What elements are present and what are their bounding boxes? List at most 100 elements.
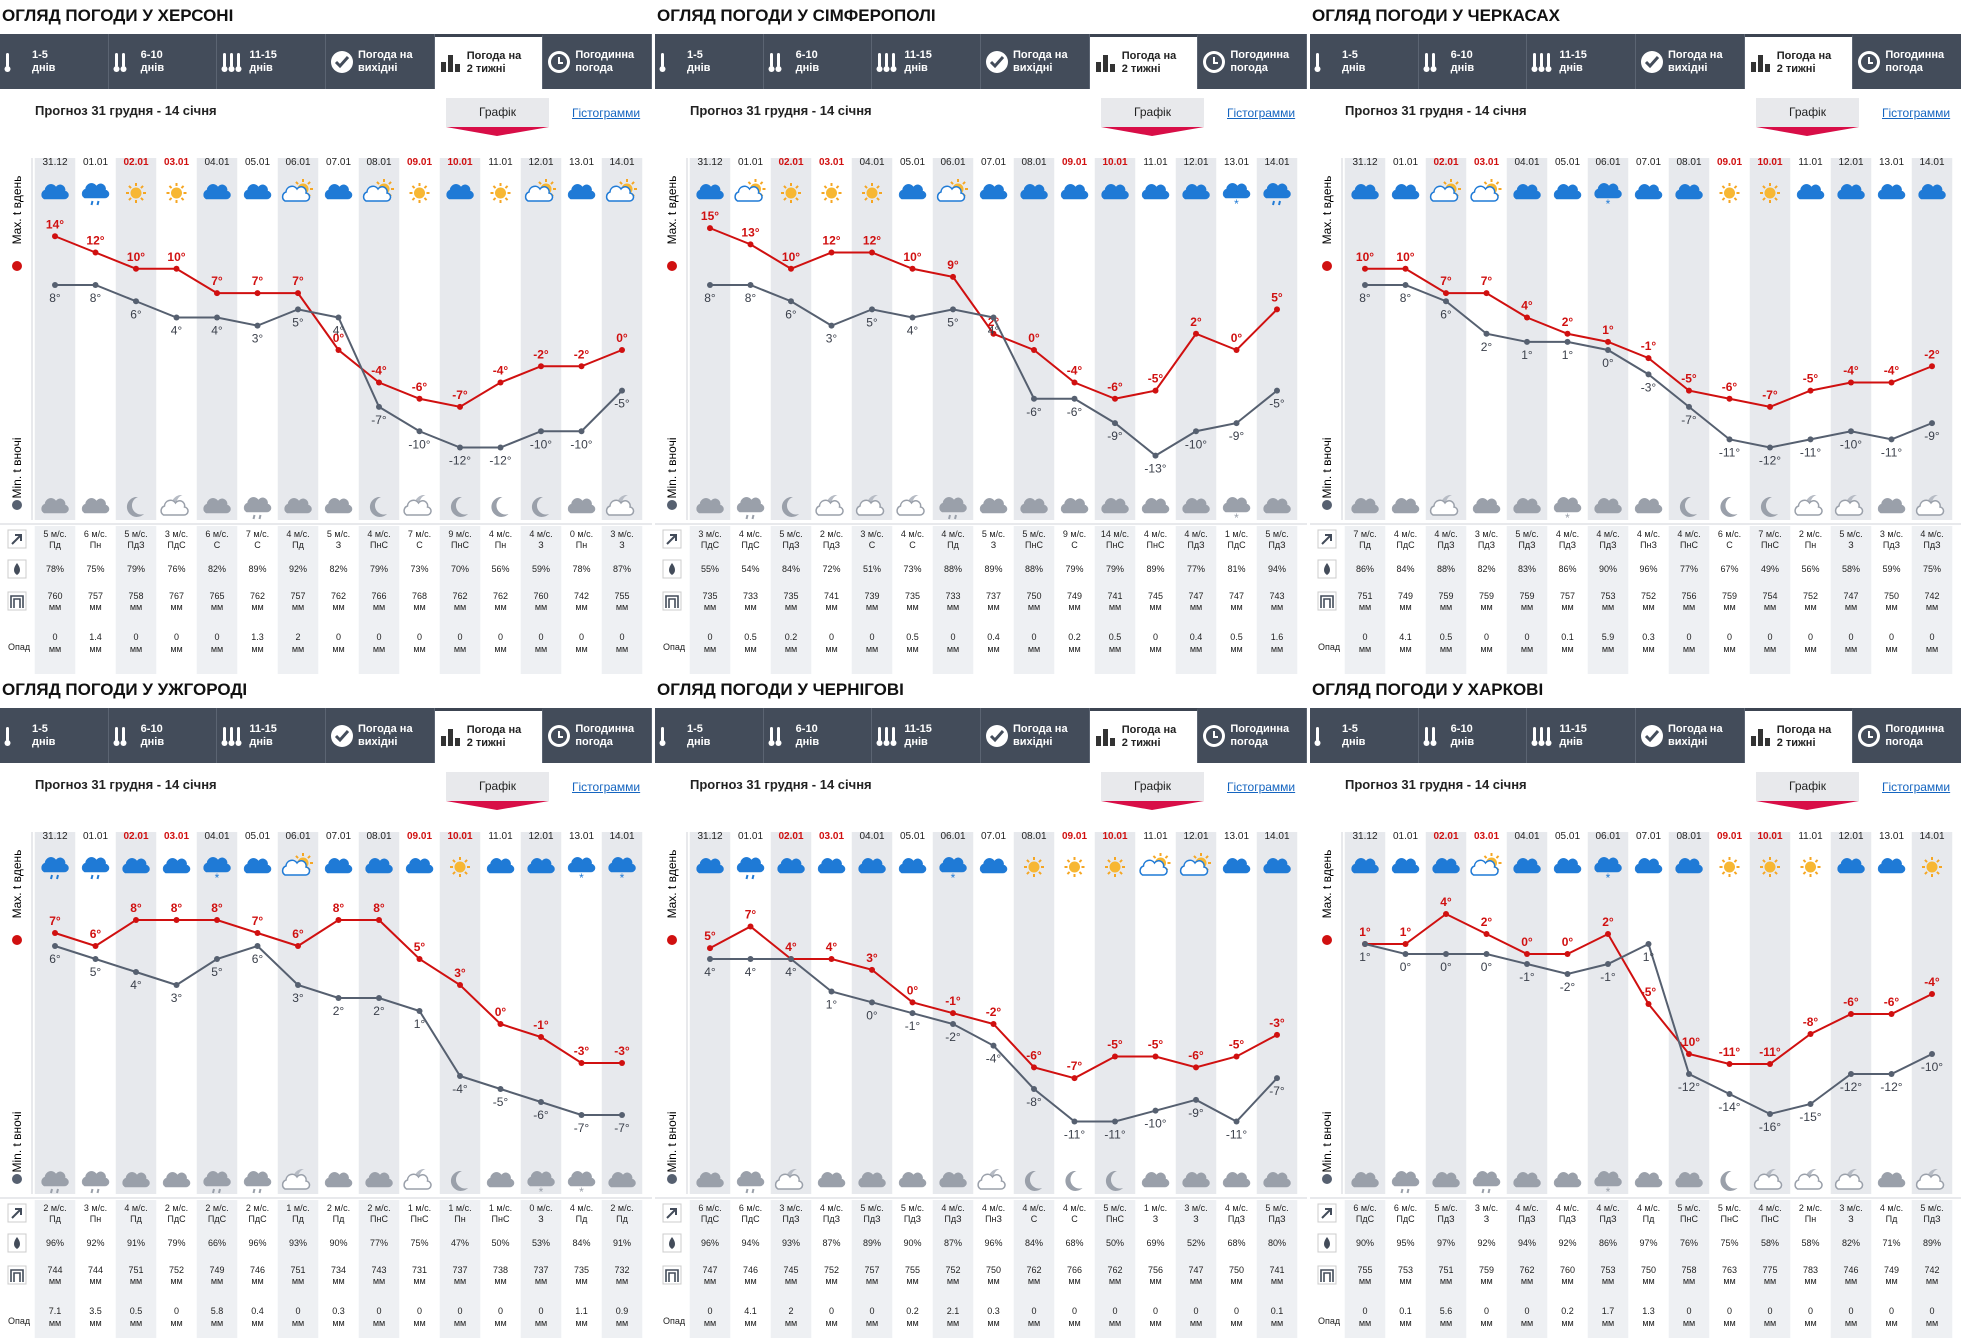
view-graph-button[interactable]: Графік [1756,98,1859,136]
tab-forecast[interactable]: 11-15 днів [1527,34,1637,89]
view-graph-button[interactable]: Графік [1101,772,1204,810]
tab-label: 1-5 днів [32,723,55,749]
sun-icon [1719,183,1740,203]
view-histogram-link[interactable]: Гістограмми [1882,106,1951,120]
tab-forecast[interactable]: 11-15 днів [872,708,982,763]
cloud-icon [1513,184,1541,200]
wind-speed: 6 м/с. [205,529,228,539]
tab-forecast[interactable]: 11-15 днів [1527,708,1637,763]
cloud-icon [324,858,353,874]
tab-forecast[interactable]: Погода на 2 тижні [434,708,544,763]
tab-forecast[interactable]: 1-5 днів [1310,34,1419,89]
wind-direction: ПнС [370,540,388,550]
tab-forecast[interactable]: 6-10 днів [108,34,218,89]
tab-forecast[interactable]: 6-10 днів [1418,34,1528,89]
tab-forecast[interactable]: 6-10 днів [1418,708,1528,763]
tab-forecast[interactable]: Погода на вихідні [981,34,1090,89]
wind-icon [1317,529,1337,549]
tab-forecast[interactable]: 11-15 днів [872,34,982,89]
view-graph-button[interactable]: Графік [1756,772,1859,810]
pressure-unit: мм [49,602,61,612]
min-temp-point [1112,420,1118,427]
tab-forecast[interactable]: Погода на вихідні [1636,34,1745,89]
snowflake-icon: * [579,871,584,885]
wind-direction: С [1071,540,1078,550]
tab-forecast[interactable]: 11-15 днів [217,708,327,763]
humidity-value: 84% [1396,564,1414,574]
pressure-unit: мм [616,602,628,612]
tab-label-line1: Погода на [1121,50,1177,62]
tab-forecast[interactable]: Погода на 2 тижні [1744,708,1854,763]
min-temp-point [1645,941,1652,947]
wind-direction: ПдЗ [1883,540,1900,550]
cloud-icon [1553,1172,1582,1188]
tab-forecast[interactable]: 1-5 днів [655,708,764,763]
tab-forecast[interactable]: Погода на вихідні [326,708,435,763]
day-stripe [196,158,238,520]
view-graph-button[interactable]: Графік [446,772,549,810]
temperature-15-icon [876,52,897,72]
tab-forecast[interactable]: Погодинна погода [1198,708,1307,763]
tab-forecast[interactable]: Погодинна погода [1853,34,1961,89]
precip-unit: мм [785,644,797,654]
cloud-snow-icon: * [1222,497,1251,525]
wind-direction: ПдС [167,1214,186,1224]
tab-forecast[interactable]: Погода на 2 тижні [1744,34,1854,89]
cloud-snow-icon: * [1594,1171,1622,1199]
pressure-value: 753 [1600,591,1615,601]
tab-forecast[interactable]: 11-15 днів [217,34,327,89]
moon-icon [369,496,387,517]
min-temp-point [1071,1118,1078,1125]
view-histogram-link[interactable]: Гістограмми [572,106,641,120]
pressure-unit: мм [1561,1276,1573,1286]
wind-direction: З [1848,540,1853,550]
tab-forecast[interactable]: 6-10 днів [763,34,873,89]
tab-forecast[interactable]: Погода на вихідні [1636,708,1745,763]
tab-label-line1: Погодинна [1885,722,1945,735]
humidity-value: 80% [1268,1238,1286,1248]
tab-forecast[interactable]: Погода на вихідні [326,34,435,89]
tab-forecast[interactable]: 6-10 днів [763,708,873,763]
tab-forecast[interactable]: 1-5 днів [0,34,109,89]
view-histogram-link[interactable]: Гістограмми [1882,780,1951,794]
precip-unit: мм [535,644,547,654]
view-histogram-link[interactable]: Гістограмми [572,780,641,794]
view-histogram-link[interactable]: Гістограмми [1227,106,1296,120]
tab-forecast[interactable]: Погодинна погода [543,34,652,89]
precip-unit: мм [49,1318,61,1328]
min-temp-label: -10° [570,437,592,451]
tab-forecast[interactable]: 1-5 днів [655,34,764,89]
view-graph-button[interactable]: Графік [1101,98,1204,136]
sun-icon [1800,857,1821,877]
tab-forecast[interactable]: Погода на вихідні [981,708,1090,763]
tab-forecast[interactable]: Погодинна погода [543,708,652,763]
max-temp-label: 7° [211,274,223,288]
moon-cloud-icon [1753,1168,1783,1190]
tab-forecast[interactable]: Погодинна погода [1198,34,1307,89]
cloud-icon [446,184,474,200]
pressure-value: 741 [1107,591,1122,601]
tab-forecast[interactable]: Погода на 2 тижні [1089,708,1199,763]
view-histogram-link[interactable]: Гістограмми [1227,780,1296,794]
snowflake-icon: * [215,871,220,885]
tab-forecast[interactable]: Погодинна погода [1853,708,1961,763]
date-label: 11.01 [1798,157,1823,168]
tab-forecast[interactable]: Погода на 2 тижні [434,34,544,89]
cloud-icon [1351,858,1379,874]
sun-cloud-icon [281,179,313,202]
precip-unit: мм [1723,644,1735,654]
wind-speed: 2 м/с. [43,1203,66,1213]
tab-label-line1: 6-10 [140,722,163,735]
tab-forecast[interactable]: 1-5 днів [0,708,109,763]
view-graph-button[interactable]: Графік [446,98,549,136]
tab-forecast[interactable]: 6-10 днів [108,708,218,763]
precip-value: 1.7 [1602,1306,1615,1316]
max-temp-point [990,1021,997,1027]
max-legend: Max. t вдень [665,176,679,271]
max-temp-label: 7° [252,914,264,928]
date-label: 05.01 [245,831,270,842]
max-temp-label: -4° [371,364,387,378]
tab-forecast[interactable]: Погода на 2 тижні [1089,34,1199,89]
wind-speed: 0 м/с. [529,1203,552,1213]
tab-forecast[interactable]: 1-5 днів [1310,708,1419,763]
